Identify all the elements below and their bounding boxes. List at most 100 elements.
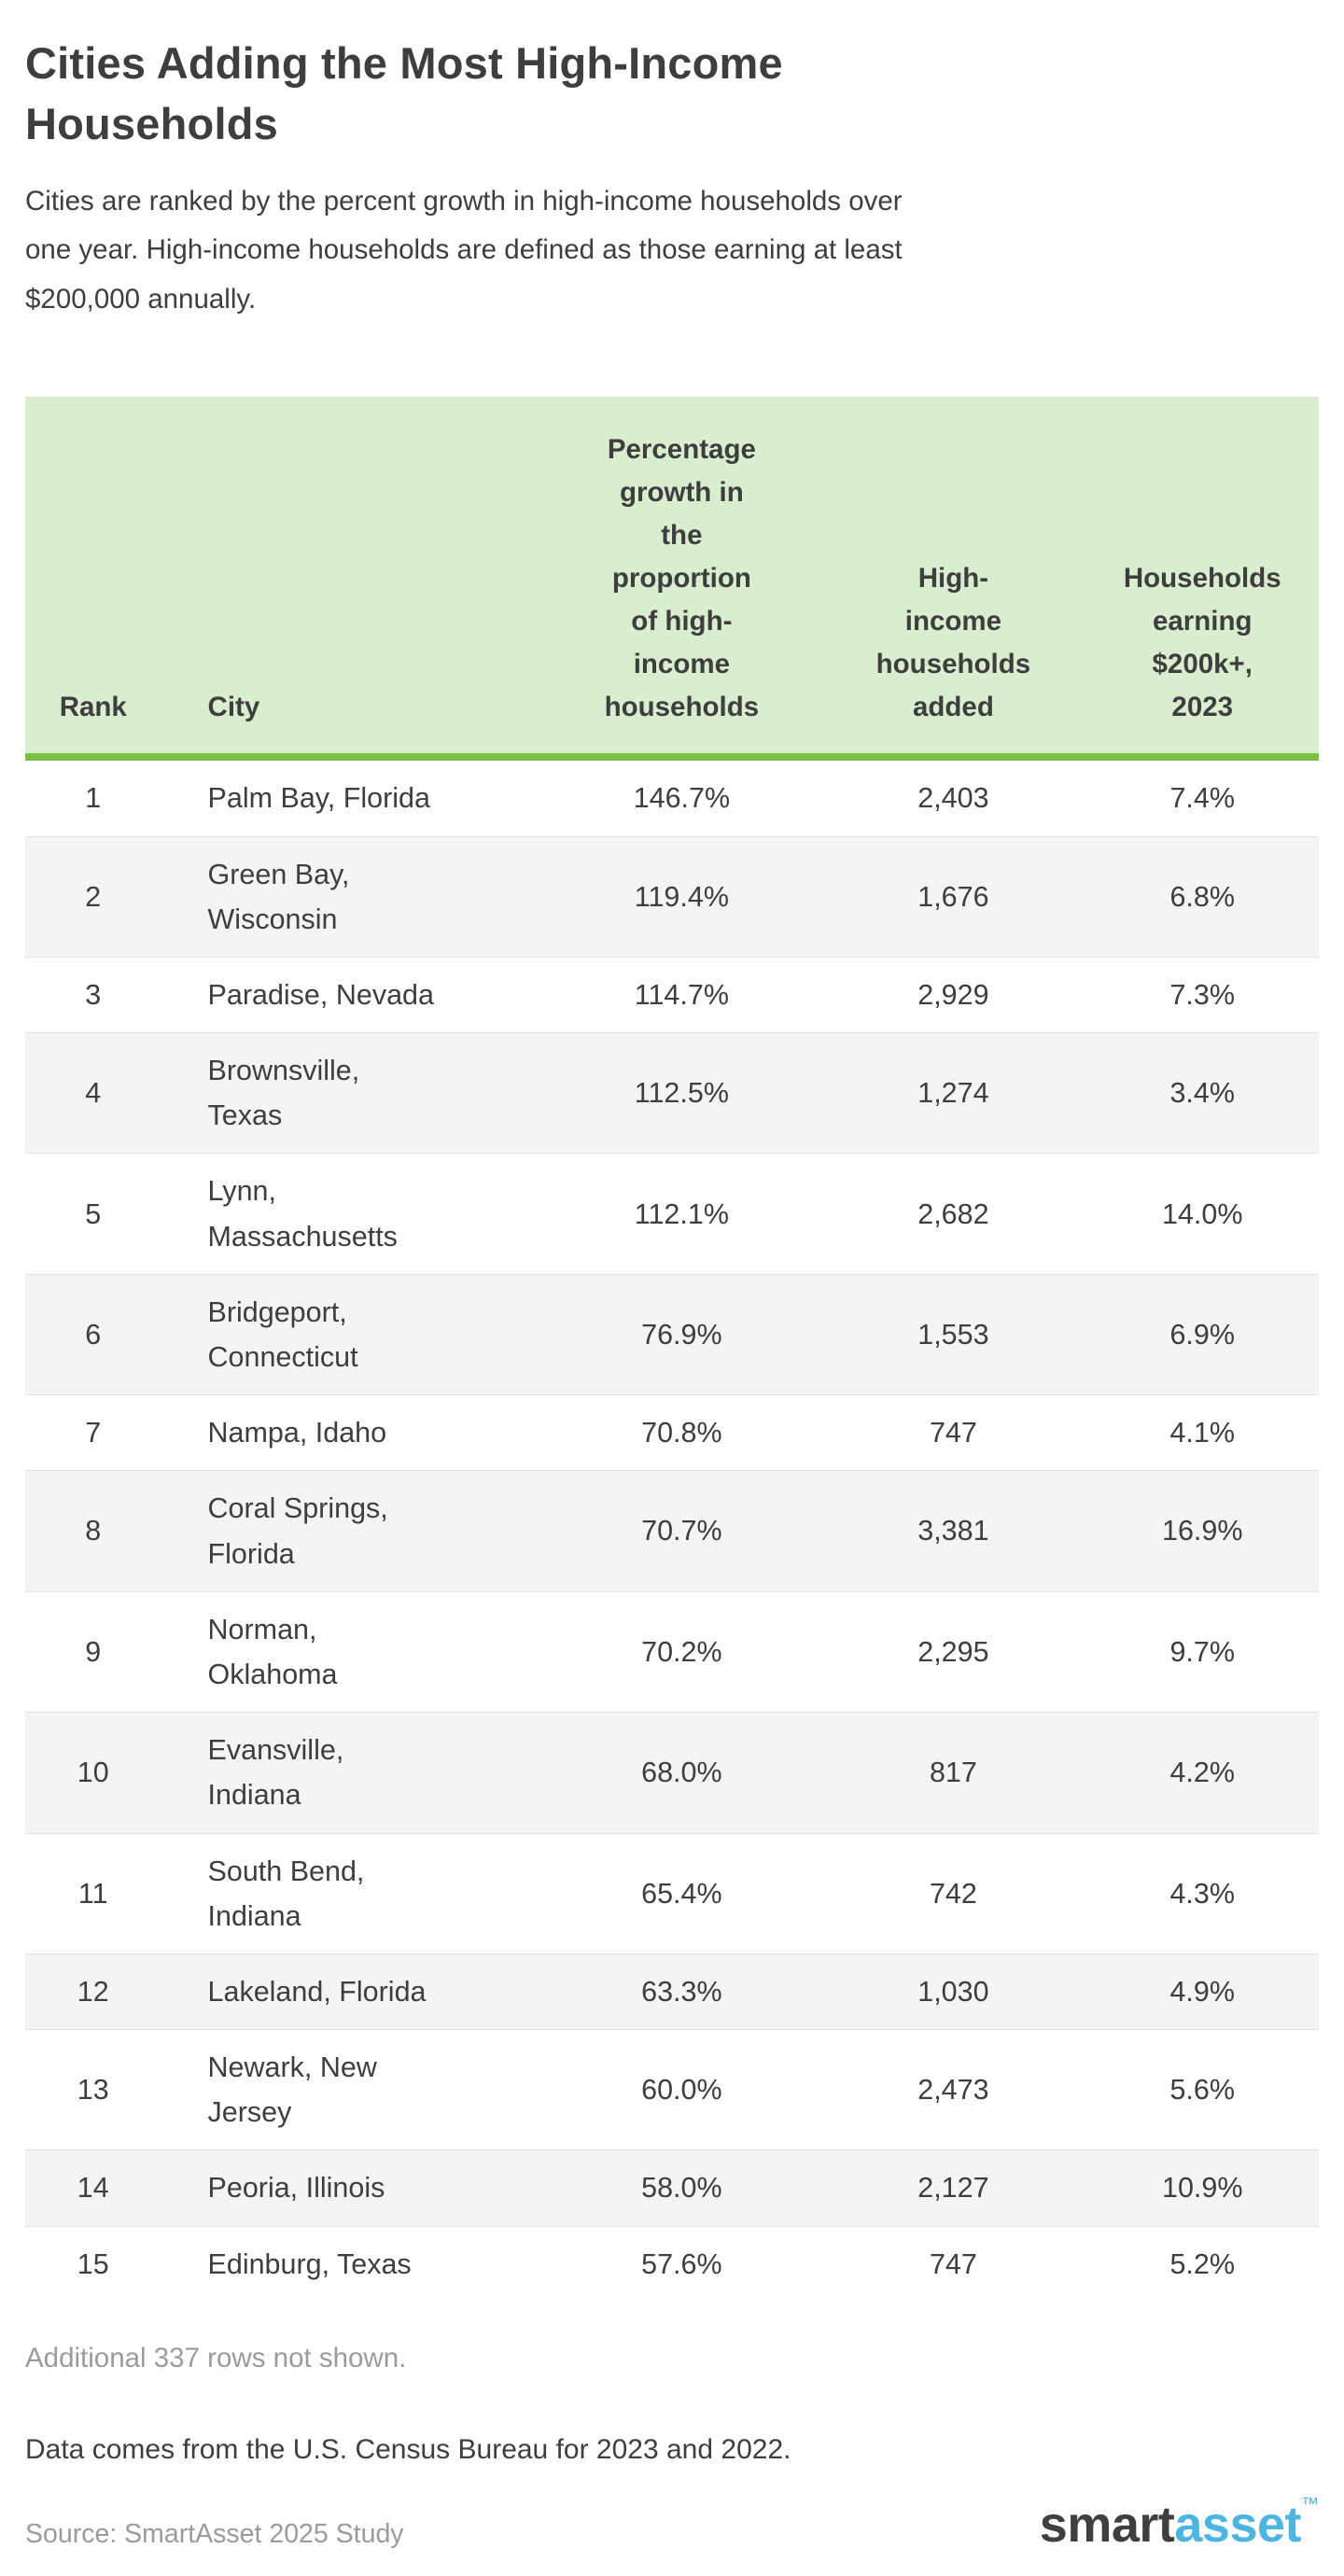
cell-growth: 119.4% (542, 835, 821, 958)
table-body: 1 Palm Bay, Florida 146.7% 2,403 7.4% 2 … (25, 757, 1319, 2302)
table-row: 14 Peoria, Illinois 58.0% 2,127 10.9% (25, 2149, 1319, 2227)
cell-share: 6.8% (1085, 835, 1319, 958)
cell-share: 3.4% (1085, 1032, 1319, 1154)
cell-rank: 14 (25, 2149, 161, 2227)
cell-growth: 70.8% (542, 1394, 821, 1471)
cell-city: Edinburg, Texas (161, 2225, 543, 2302)
cell-added: 817 (820, 1712, 1086, 1834)
cell-city: Brownsville, Texas (161, 1032, 543, 1154)
cell-rank: 6 (25, 1273, 161, 1395)
cell-city: Newark, New Jersey (161, 2029, 543, 2150)
cell-added: 1,030 (820, 1953, 1086, 2030)
table-row: 13 Newark, New Jersey 60.0% 2,473 5.6% (25, 2029, 1319, 2150)
table-header: Rank City Percentage growth in the propo… (25, 397, 1319, 762)
cell-rank: 11 (25, 1832, 161, 1954)
column-header-growth: Percentage growth in the proportion of h… (542, 397, 821, 762)
footer: Source: SmartAsset 2025 Study smartasset… (25, 2496, 1319, 2550)
logo-text-smart: smart (1039, 2496, 1175, 2553)
cell-growth: 146.7% (633, 782, 731, 815)
cell-added: 2,929 (820, 956, 1086, 1033)
cell-city: Lynn, Massachusetts (161, 1153, 543, 1275)
cell-city: Norman, Oklahoma (161, 1590, 543, 1713)
cell-added: 742 (820, 1832, 1086, 1954)
table-row: 4 Brownsville, Texas 112.5% 1,274 3.4% (25, 1032, 1319, 1154)
smartasset-logo: smartasset™ (1040, 2496, 1319, 2550)
cell-rank: 15 (25, 2225, 161, 2302)
column-header-rank: Rank (25, 397, 161, 762)
cell-city: Bridgeport, Connecticut (161, 1273, 543, 1395)
cell-share: 4.9% (1085, 1953, 1319, 2030)
cell-rank: 7 (25, 1394, 161, 1471)
table-row: 9 Norman, Oklahoma 70.2% 2,295 9.7% (25, 1590, 1319, 1713)
cell-share: 7.4% (1169, 782, 1235, 815)
cell-city: South Bend, Indiana (161, 1832, 543, 1954)
cell-city: Lakeland, Florida (161, 1953, 543, 2030)
cell-rank: 12 (25, 1953, 161, 2030)
cell-added: 3,381 (820, 1470, 1086, 1592)
cell-city: Coral Springs, Florida (161, 1470, 543, 1592)
rows-not-shown-note: Additional 337 rows not shown. (25, 2342, 407, 2373)
table-row: 6 Bridgeport, Connecticut 76.9% 1,553 6.… (25, 1273, 1319, 1395)
table-header-row: Rank City Percentage growth in the propo… (25, 397, 1319, 762)
cell-growth: 68.0% (542, 1712, 821, 1834)
cell-city: Peoria, Illinois (161, 2149, 543, 2227)
cell-city: Nampa, Idaho (161, 1394, 543, 1471)
cell-added: 2,682 (820, 1153, 1086, 1275)
cell-added: 1,274 (820, 1032, 1086, 1154)
cell-growth: 114.7% (542, 956, 821, 1033)
table-row: 2 Green Bay, Wisconsin 119.4% 1,676 6.8% (25, 835, 1319, 958)
cell-growth: 63.3% (542, 1953, 821, 2030)
page-subtitle: Cities are ranked by the percent growth … (25, 185, 903, 315)
cell-rank: 1 (85, 782, 102, 815)
cell-growth: 112.1% (542, 1153, 821, 1275)
table-row: 8 Coral Springs, Florida 70.7% 3,381 16.… (25, 1470, 1319, 1592)
cell-added: 747 (820, 2225, 1086, 2302)
cell-added: 2,295 (820, 1590, 1086, 1713)
cell-added: 1,676 (820, 835, 1086, 958)
cell-city: Palm Bay, Florida (207, 782, 430, 815)
cell-rank: 3 (25, 956, 161, 1033)
source-credit: Source: SmartAsset 2025 Study (25, 2518, 404, 2549)
cell-added: 1,553 (820, 1273, 1086, 1395)
cell-growth: 57.6% (542, 2225, 821, 2302)
cell-share: 4.3% (1085, 1832, 1319, 1954)
cell-rank: 9 (25, 1590, 161, 1713)
cell-added: 2,403 (917, 782, 989, 815)
cell-added: 2,127 (820, 2149, 1086, 2227)
table-row: 10 Evansville, Indiana 68.0% 817 4.2% (25, 1712, 1319, 1834)
column-header-added: High- income households added (820, 397, 1086, 762)
table-row: 11 South Bend, Indiana 65.4% 742 4.3% (25, 1832, 1319, 1954)
cell-city: Paradise, Nevada (161, 956, 543, 1033)
cell-share: 5.2% (1085, 2225, 1319, 2302)
cell-share: 10.9% (1085, 2149, 1319, 2227)
cell-share: 14.0% (1085, 1153, 1319, 1275)
cell-rank: 4 (25, 1032, 161, 1154)
cell-city: Green Bay, Wisconsin (161, 835, 543, 958)
logo-trademark-icon: ™ (1301, 2494, 1319, 2514)
page-title: Cities Adding the Most High-Income House… (25, 38, 783, 148)
column-header-city: City (161, 397, 543, 762)
cell-growth: 58.0% (542, 2149, 821, 2227)
cell-added: 2,473 (820, 2029, 1086, 2150)
column-header-share: Households earning $200k+, 2023 (1085, 397, 1319, 762)
cell-share: 16.9% (1085, 1470, 1319, 1592)
data-source-note: Data comes from the U.S. Census Bureau f… (25, 2433, 791, 2465)
table-row: 7 Nampa, Idaho 70.8% 747 4.1% (25, 1394, 1319, 1471)
cell-growth: 65.4% (542, 1832, 821, 1954)
table-row: 1 Palm Bay, Florida 146.7% 2,403 7.4% (25, 757, 1319, 836)
cell-rank: 10 (25, 1712, 161, 1834)
cell-added: 747 (820, 1394, 1086, 1471)
cell-share: 4.1% (1085, 1394, 1319, 1471)
cell-city: Evansville, Indiana (161, 1712, 543, 1834)
cell-growth: 112.5% (542, 1032, 821, 1154)
table-row: 15 Edinburg, Texas 57.6% 747 5.2% (25, 2225, 1319, 2302)
rankings-table: Rank City Percentage growth in the propo… (25, 397, 1319, 2302)
cell-share: 5.6% (1085, 2029, 1319, 2150)
cell-share: 9.7% (1085, 1590, 1319, 1713)
cell-growth: 60.0% (542, 2029, 821, 2150)
table-row: 3 Paradise, Nevada 114.7% 2,929 7.3% (25, 956, 1319, 1033)
cell-rank: 13 (25, 2029, 161, 2150)
cell-rank: 8 (25, 1470, 161, 1592)
cell-rank: 2 (25, 835, 161, 958)
